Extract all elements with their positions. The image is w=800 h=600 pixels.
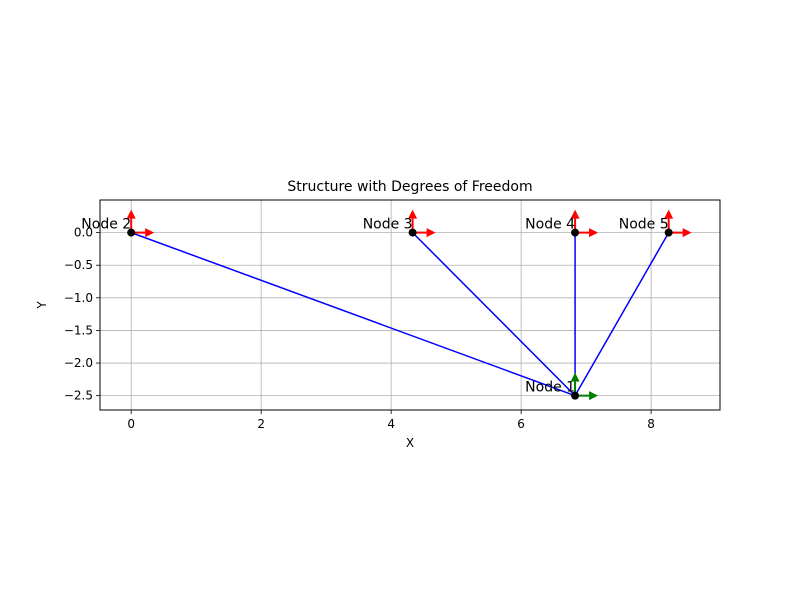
node-label: Node 5 xyxy=(619,217,669,233)
dof-arrow-head xyxy=(570,372,580,382)
member-layer xyxy=(130,231,670,397)
node-label: Node 3 xyxy=(363,217,413,233)
y-tick-label: −0.5 xyxy=(64,258,93,272)
node-marker xyxy=(571,228,580,237)
tick-layer: 0 2 4 6 8 0.0 −0.5 −1.0 −1.5 −2.0 −2.5 xyxy=(64,226,655,431)
dof-arrow-head xyxy=(145,228,155,238)
y-tick-label: −2.5 xyxy=(64,389,93,403)
x-tick-label: 2 xyxy=(257,417,265,431)
x-tick-label: 4 xyxy=(387,417,395,431)
plot-frame xyxy=(99,199,721,411)
dof-arrow-head xyxy=(682,228,692,238)
y-tick-label: −1.0 xyxy=(64,291,93,305)
chart-title: Structure with Degrees of Freedom xyxy=(287,179,532,195)
node-label: Node 4 xyxy=(525,217,575,233)
dof-arrow-head xyxy=(408,209,418,219)
dof-arrow-head xyxy=(126,209,136,219)
node-layer xyxy=(127,228,673,400)
dof-arrow-head xyxy=(664,209,674,219)
y-axis-label: Y xyxy=(35,301,49,310)
label-layer: Node 1 Node 2 Node 3 Node 4 Node 5 xyxy=(81,217,668,396)
dof-arrow-head xyxy=(589,391,599,401)
node-marker xyxy=(571,391,580,400)
member-line xyxy=(130,231,576,397)
node-marker xyxy=(408,228,417,237)
x-tick-label: 0 xyxy=(127,417,135,431)
y-tick-label: 0.0 xyxy=(74,226,93,240)
dof-arrow-head xyxy=(589,228,599,238)
y-tick-label: −1.5 xyxy=(64,323,93,337)
member-line xyxy=(412,232,576,397)
member-line xyxy=(574,232,670,397)
x-tick-label: 6 xyxy=(517,417,525,431)
node-label: Node 1 xyxy=(525,380,575,396)
node-label: Node 2 xyxy=(81,217,131,233)
dof-arrow-head xyxy=(426,228,436,238)
dof-layer xyxy=(126,209,692,401)
dof-arrow-head xyxy=(570,209,580,219)
node-marker xyxy=(664,228,673,237)
node-marker xyxy=(127,228,136,237)
y-tick-label: −2.0 xyxy=(64,356,93,370)
x-tick-label: 8 xyxy=(647,417,655,431)
x-axis-label: X xyxy=(406,436,414,450)
